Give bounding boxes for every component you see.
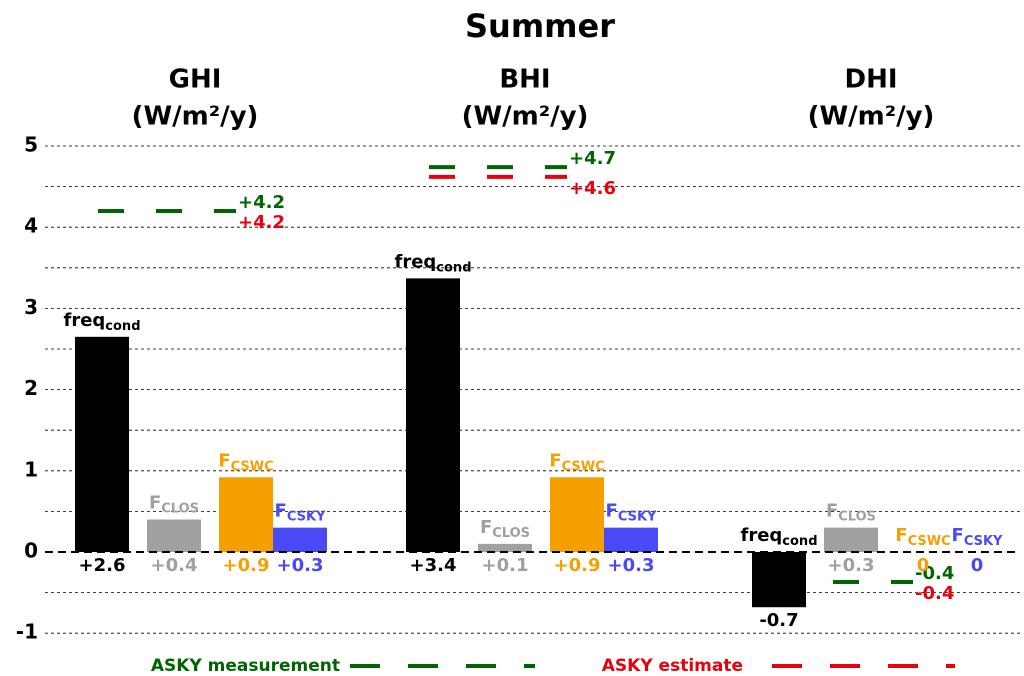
group-unit: (W/m²/y): [132, 102, 259, 132]
group-unit: (W/m²/y): [462, 102, 589, 132]
bar-name-sub: CSWC: [908, 534, 951, 549]
group-title: GHI: [169, 65, 222, 95]
bar-name-main: freq: [394, 251, 436, 272]
bar-name: FCSWC: [218, 450, 273, 474]
bar-name: FCLOS: [149, 493, 199, 517]
bar: [752, 552, 806, 608]
bar: [604, 527, 658, 552]
bar-name-sub: CSKY: [287, 509, 326, 524]
value-label: +0.3: [277, 555, 324, 576]
bar-name-main: F: [480, 517, 492, 538]
bar-name: FCSKY: [952, 525, 1004, 549]
bar-name-sub: CSWC: [562, 459, 605, 474]
legend-label: ASKY estimate: [602, 656, 743, 676]
bar-name: FCSKY: [275, 501, 327, 525]
bar-name-main: freq: [63, 310, 105, 331]
bar-name: FCLOS: [480, 517, 530, 541]
value-label: +0.1: [482, 555, 529, 576]
group-title: DHI: [844, 65, 897, 95]
y-tick-label: 5: [24, 133, 38, 157]
bar-name-sub: CSWC: [231, 459, 274, 474]
bar-name-sub: cond: [782, 534, 817, 549]
bar-name-sub: CLOS: [161, 501, 199, 516]
value-label: +0.3: [828, 555, 875, 576]
value-label: +2.6: [79, 555, 126, 576]
asky-label: +4.2: [238, 212, 285, 233]
asky-label: -0.4: [915, 563, 954, 584]
bar-name-main: F: [826, 501, 838, 522]
bar-name-main: F: [149, 493, 161, 514]
bar-name: FCSWC: [895, 525, 950, 549]
group-unit: (W/m²/y): [808, 102, 935, 132]
bar-name: FCSWC: [549, 450, 604, 474]
value-label: +0.9: [223, 555, 270, 576]
bar: [75, 336, 129, 552]
value-label: 0: [971, 555, 984, 576]
value-label: +3.4: [410, 555, 457, 576]
bar-name-main: F: [549, 450, 561, 471]
asky-label: +4.6: [569, 178, 616, 199]
bar-name: FCLOS: [826, 501, 876, 525]
bar-name-main: F: [275, 501, 287, 522]
asky-label: +4.2: [238, 192, 285, 213]
y-tick-label: 3: [24, 295, 38, 319]
legend-label: ASKY measurement: [151, 656, 340, 676]
y-tick-label: 2: [24, 376, 38, 400]
bar-name-main: F: [895, 525, 907, 546]
y-tick-label: 4: [24, 214, 38, 238]
bar-name-sub: CLOS: [838, 509, 876, 524]
bar-name-main: F: [606, 501, 618, 522]
bar: [406, 278, 460, 552]
bar: [478, 543, 532, 552]
bar: [824, 527, 878, 552]
value-label: 0: [917, 555, 930, 576]
bar-name: freqcond: [394, 251, 471, 275]
y-tick-label: 1: [24, 457, 38, 481]
asky-label: +4.7: [569, 148, 616, 169]
bar-name: FCSKY: [606, 501, 658, 525]
bar: [219, 477, 273, 552]
bar: [550, 477, 604, 552]
y-tick-label: -1: [16, 620, 38, 644]
value-label: +0.3: [608, 555, 655, 576]
bar: [273, 527, 327, 552]
chart-title: Summer: [465, 7, 615, 45]
value-label: -0.7: [759, 610, 798, 631]
bar-name-main: F: [952, 525, 964, 546]
bar-name-main: F: [218, 450, 230, 471]
bar-name-main: freq: [740, 525, 782, 546]
bar-name-sub: CLOS: [492, 525, 530, 540]
bar-name-sub: cond: [436, 260, 471, 275]
bar: [147, 519, 201, 552]
bar-name-sub: cond: [105, 318, 140, 333]
value-label: +0.4: [151, 555, 198, 576]
asky-label: -0.4: [915, 583, 954, 604]
bar-name: freqcond: [740, 525, 817, 549]
y-tick-label: 0: [24, 539, 38, 563]
bar-name-sub: CSKY: [618, 509, 657, 524]
group-title: BHI: [499, 65, 550, 95]
value-label: +0.9: [554, 555, 601, 576]
bar-name-sub: CSKY: [964, 534, 1003, 549]
bar-name: freqcond: [63, 310, 140, 334]
